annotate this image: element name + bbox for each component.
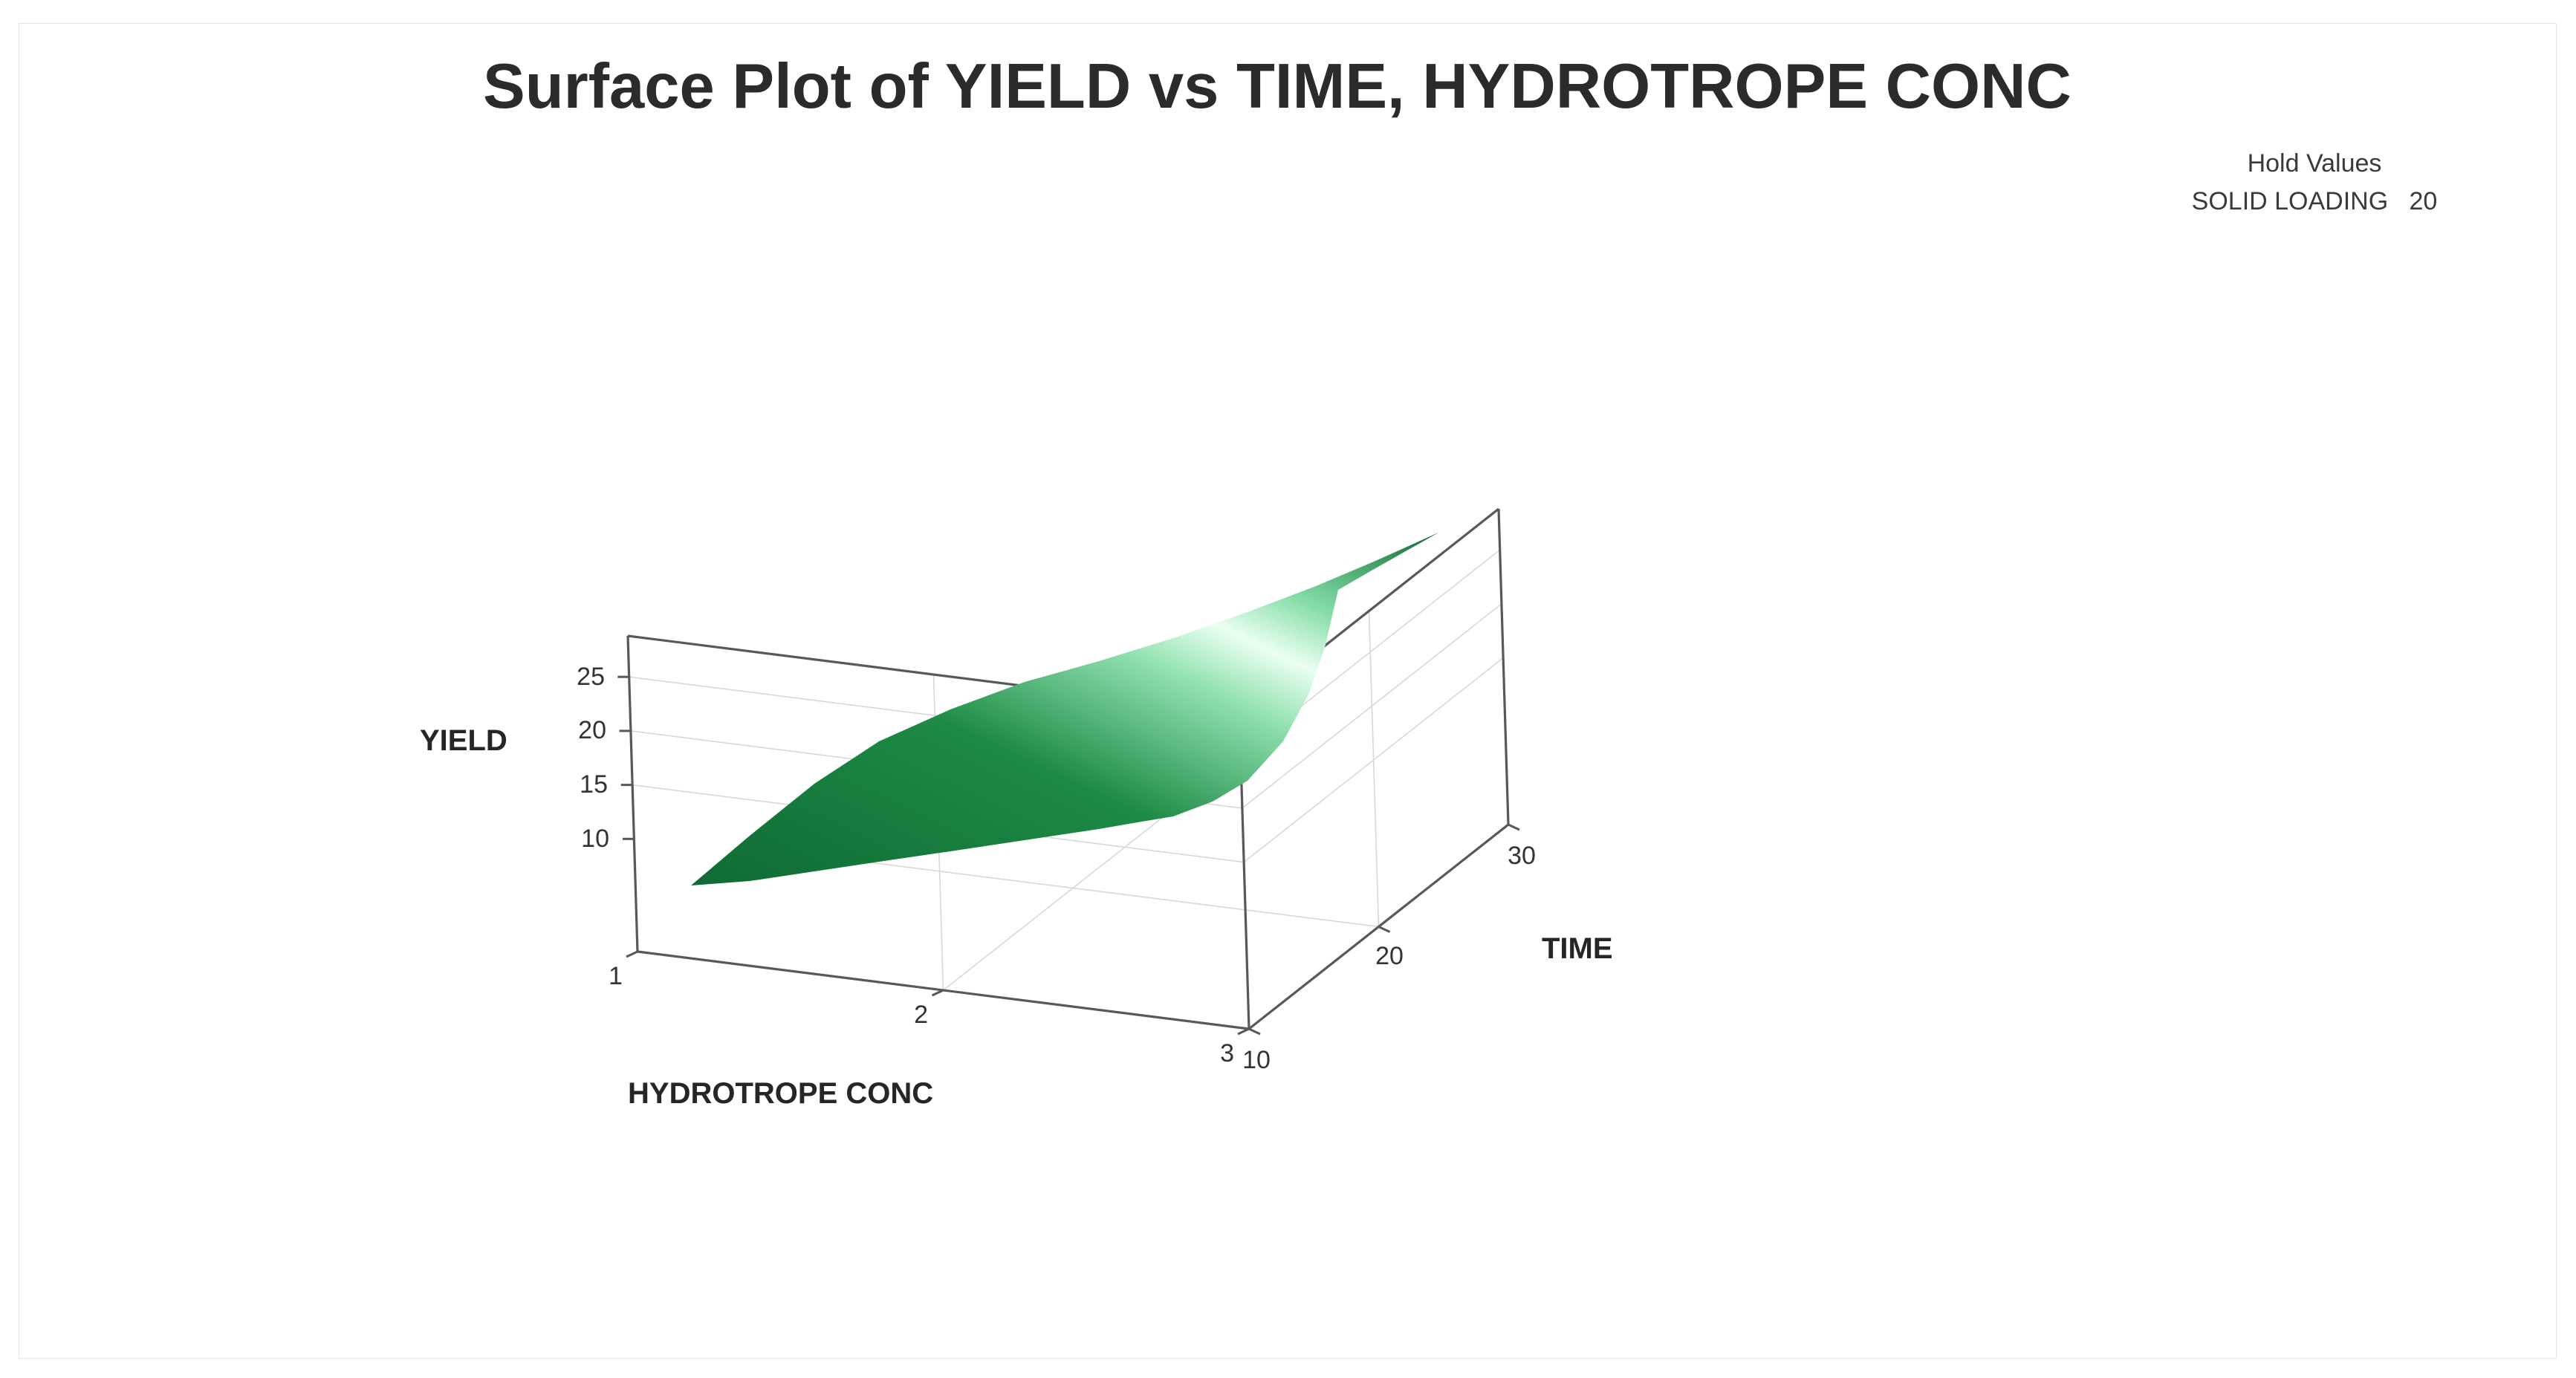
- svg-text:TIME: TIME: [1542, 932, 1613, 965]
- svg-text:20: 20: [1375, 942, 1404, 970]
- svg-text:3: 3: [1220, 1039, 1234, 1067]
- svg-text:1: 1: [609, 962, 623, 990]
- svg-text:30: 30: [1508, 842, 1536, 870]
- svg-text:20: 20: [578, 716, 606, 744]
- svg-text:2: 2: [914, 1001, 928, 1029]
- svg-text:YIELD: YIELD: [420, 724, 507, 757]
- svg-text:25: 25: [577, 663, 605, 691]
- svg-text:HYDROTROPE CONC: HYDROTROPE CONC: [628, 1077, 933, 1110]
- svg-text:10: 10: [581, 825, 609, 853]
- svg-text:15: 15: [580, 770, 608, 799]
- svg-text:10: 10: [1242, 1046, 1271, 1074]
